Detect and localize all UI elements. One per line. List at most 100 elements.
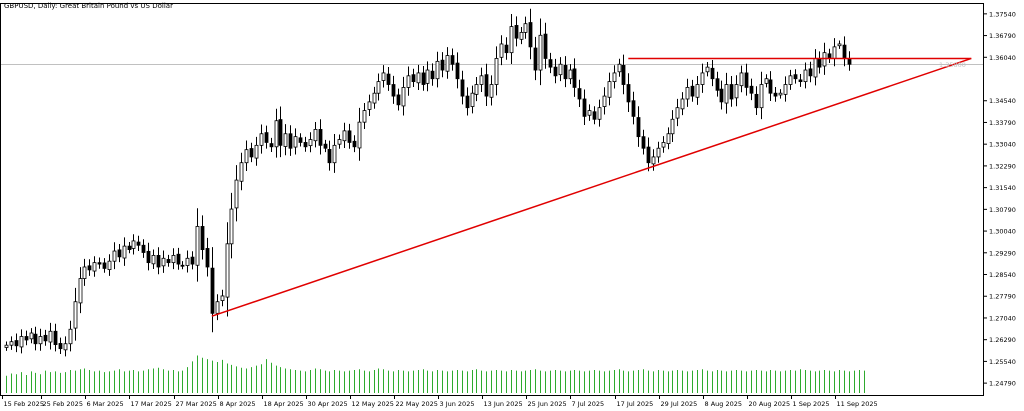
candle-body <box>817 58 822 68</box>
candle-body <box>161 257 166 267</box>
candle <box>239 152 244 191</box>
candle <box>759 71 764 120</box>
candle-body <box>249 148 254 158</box>
x-tick-label: 25 Jun 2025 <box>528 400 567 408</box>
x-tick-label: 3 Jun 2025 <box>440 400 475 408</box>
candle <box>274 108 279 158</box>
candle-body <box>102 262 107 269</box>
candle-body <box>548 59 553 68</box>
y-tick-label: 1.28540 <box>989 271 1016 279</box>
x-tick-label: 8 Aug 2025 <box>705 400 743 408</box>
candle-body <box>63 343 68 351</box>
candle-body <box>327 148 332 164</box>
y-tick-label: 1.31540 <box>989 184 1016 192</box>
candle-body <box>563 65 568 80</box>
candle-body <box>274 120 279 148</box>
y-tick-label: 1.27040 <box>989 314 1016 322</box>
y-tick-label: 1.36040 <box>989 54 1016 62</box>
candle <box>303 136 308 152</box>
y-tick-label: 1.37540 <box>989 10 1016 18</box>
plot-frame <box>0 3 984 396</box>
candle-body <box>4 344 9 348</box>
candle <box>592 106 597 125</box>
candle-body <box>33 333 38 345</box>
candle-body <box>43 334 48 342</box>
candle-body <box>131 240 136 249</box>
candle <box>465 87 470 116</box>
candle <box>798 74 803 87</box>
candle-body <box>504 44 509 54</box>
candle <box>514 16 519 47</box>
candle-body <box>411 74 416 83</box>
trendline-rising-support[interactable] <box>211 57 972 317</box>
candle <box>710 60 715 87</box>
candle <box>4 341 9 351</box>
candle-body <box>151 254 156 265</box>
candle <box>739 65 744 93</box>
candle-body <box>494 58 499 85</box>
candle-body <box>9 341 14 346</box>
candle-body <box>509 26 514 54</box>
candle <box>205 237 210 277</box>
candle <box>176 247 181 270</box>
candle-body <box>621 65 626 85</box>
candle <box>33 326 38 351</box>
candle <box>122 237 127 266</box>
x-tick-label: 1 Sep 2025 <box>793 400 830 408</box>
candle <box>313 121 318 148</box>
candle <box>38 328 43 351</box>
candle-body <box>58 343 63 350</box>
candle <box>646 137 651 172</box>
candle-body <box>695 84 700 98</box>
candle <box>425 61 430 92</box>
candle-body <box>357 121 362 149</box>
candle <box>244 140 249 171</box>
candle-body <box>406 75 411 88</box>
candle <box>675 98 680 127</box>
candle-body <box>92 262 97 272</box>
candle <box>621 54 626 95</box>
candle-body <box>97 262 102 265</box>
candle-body <box>117 249 122 258</box>
candle <box>127 242 132 254</box>
candle-body <box>519 31 524 40</box>
candle <box>411 68 416 87</box>
candle-body <box>484 74 489 97</box>
candle-body <box>318 129 323 146</box>
candle <box>460 70 465 105</box>
candle <box>229 192 234 259</box>
candle <box>220 289 225 307</box>
candle <box>788 69 793 90</box>
candle <box>509 13 514 64</box>
candle <box>724 72 729 114</box>
candle <box>563 56 568 88</box>
candle <box>602 87 607 115</box>
candle <box>783 76 788 102</box>
candle <box>166 254 171 267</box>
candle-body <box>205 248 210 268</box>
candle-body <box>38 336 43 345</box>
candle <box>48 322 53 350</box>
x-tick-label: 7 Jul 2025 <box>572 400 605 408</box>
candle-body <box>367 101 372 110</box>
candle <box>9 336 14 350</box>
candle <box>719 80 724 110</box>
candle <box>690 79 695 102</box>
candle-body <box>813 58 818 78</box>
candle-body <box>293 136 298 148</box>
candle-body <box>729 84 734 100</box>
candle-body <box>53 330 58 346</box>
candle <box>470 85 475 114</box>
candle-body <box>744 72 749 88</box>
candle <box>234 165 239 222</box>
x-tick-label: 22 May 2025 <box>396 400 438 408</box>
candle <box>156 247 161 275</box>
candle <box>367 94 372 116</box>
candle-body <box>690 85 695 97</box>
x-tick-label: 25 Feb 2025 <box>43 400 83 408</box>
candle-body <box>347 130 352 143</box>
candle <box>87 259 92 276</box>
y-tick-label: 1.24790 <box>989 380 1016 388</box>
